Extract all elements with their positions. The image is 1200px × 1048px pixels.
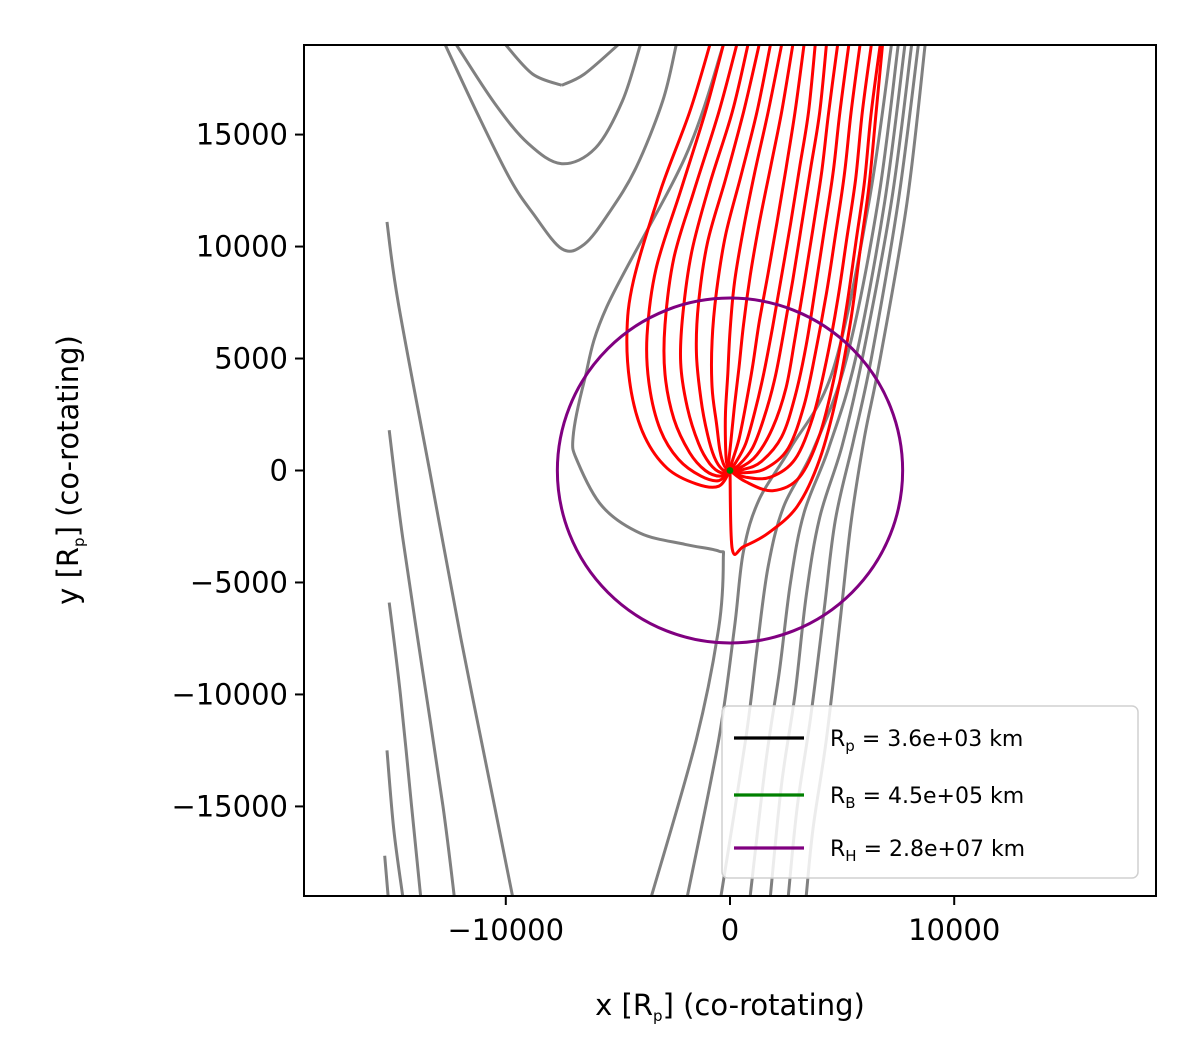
background-streamline-4	[385, 221, 514, 896]
y-tick-label: 10000	[196, 230, 288, 264]
background-streamline-2	[455, 45, 642, 166]
x-axis-label: x [Rp] (co-rotating)	[595, 988, 865, 1025]
accreting-streamline-32	[728, 45, 884, 556]
accreting-streamline-23	[727, 45, 795, 471]
y-tick-label: 15000	[196, 118, 288, 152]
background-streamline-3	[443, 45, 678, 253]
y-tick-label: −15000	[171, 789, 288, 823]
legend-entry-rb: RB = 4.5e+05 km	[830, 784, 1024, 812]
legend-box	[721, 705, 1139, 879]
x-tick-label: −10000	[448, 913, 565, 947]
legend: Rp = 3.6e+03 km RB = 4.5e+05 km RH = 2.8…	[721, 705, 1139, 879]
background-streamline-7	[385, 750, 405, 896]
accreting-streamline-26	[729, 45, 828, 472]
accreting-streamline-18	[662, 45, 739, 478]
accreting-streamline-27	[729, 45, 840, 472]
background-streamline-9	[571, 45, 726, 896]
hill-radius-circle	[555, 296, 905, 645]
accreting-streamline-21	[710, 45, 772, 472]
background-streamline-8	[383, 855, 390, 896]
background-streamline-0	[561, 45, 619, 87]
accreting-streamline-28	[729, 45, 851, 472]
y-tick-label: 5000	[214, 342, 288, 376]
background-streamline-1	[504, 45, 563, 87]
accreting-streamline-31	[729, 45, 882, 493]
bondi-radius-marker	[726, 467, 734, 474]
accreting-streamline-19	[678, 45, 750, 475]
y-tick-label: −5000	[190, 565, 288, 599]
y-tick-label: 0	[270, 454, 288, 488]
x-tick-label: 0	[721, 913, 739, 947]
legend-entry-rh: RH = 2.8e+07 km	[830, 837, 1025, 865]
accreting-streamline-29	[729, 45, 862, 475]
accreting-streamline-16	[625, 45, 732, 489]
x-ticks: −10000 0 10000	[448, 896, 1000, 947]
y-tick-label: −10000	[171, 677, 288, 711]
y-ticks: 15000 10000 5000 0 −5000 −10000 −15000	[171, 118, 304, 823]
accreting-streamline-30	[729, 45, 873, 481]
background-streamline-6	[387, 602, 423, 896]
accreting-streamline-24	[728, 45, 806, 471]
y-axis-label: y [Rp] (co-rotating)	[51, 335, 88, 605]
accreting-streamline-25	[728, 45, 817, 472]
accreting-streamline-22	[723, 45, 784, 472]
background-streamline-5	[387, 430, 456, 896]
x-tick-label: 10000	[908, 913, 1000, 947]
legend-entry-rp: Rp = 3.6e+03 km	[830, 727, 1023, 755]
accreting-streamline-20	[694, 45, 761, 473]
accreting-streamline-17	[645, 45, 732, 483]
